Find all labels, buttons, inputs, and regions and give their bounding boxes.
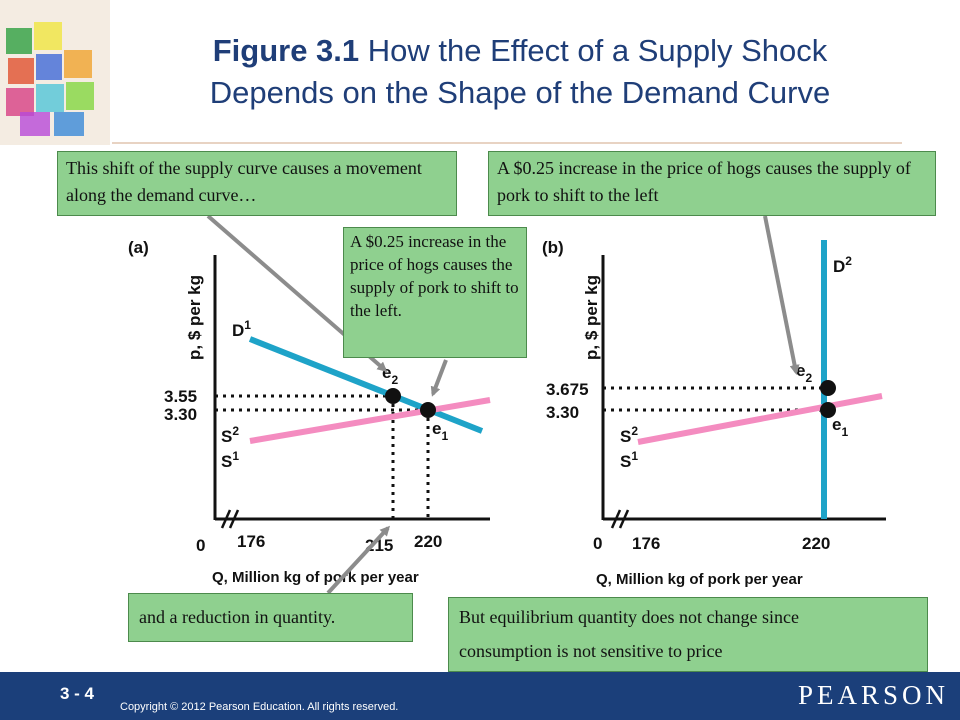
panel-b-xlabel: Q, Million kg of pork per year	[596, 571, 803, 588]
panel-a-e2-label: e2	[382, 363, 398, 387]
callout-bottom-right-line1: But equilibrium quantity does not change…	[459, 607, 799, 627]
panel-a-demand-curve	[248, 336, 484, 434]
colored-cubes-image	[0, 0, 110, 145]
panel-b-ytick-3675: 3.675	[546, 380, 589, 399]
panel-a-origin: 0	[196, 536, 205, 555]
panel-a-e2-point	[385, 388, 401, 404]
title-line1: How the Effect of a Supply Shock	[359, 33, 828, 68]
panel-b-e2-point	[820, 380, 836, 396]
panel-a-xlabel: Q, Million kg of pork per year	[212, 569, 419, 586]
supply-shock-diagram: (a) p, $ per kg D1 S2 S1 e2 e1 3.55 3.30…	[128, 214, 886, 595]
callout-middle: A $0.25 increase in the price of hogs ca…	[343, 227, 527, 358]
panel-a-xtick-220: 220	[414, 532, 442, 551]
panel-a-s2-label: S2	[221, 424, 239, 446]
callout-top-right-text: A $0.25 increase in the price of hogs ca…	[497, 158, 911, 205]
panel-b-e2-label: e2	[796, 361, 812, 385]
panel-b-s2-label: S2	[620, 424, 638, 446]
title-divider	[112, 142, 902, 144]
callout-bottom-right: But equilibrium quantity does not change…	[448, 597, 928, 672]
panel-a-e1-point	[420, 402, 436, 418]
panel-b-ytick-330: 3.30	[546, 403, 579, 422]
footer-bar: 3 - 4 Copyright © 2012 Pearson Education…	[0, 672, 960, 720]
callout-bottom-left-text: and a reduction in quantity.	[139, 607, 336, 627]
panel-a-xtick-176: 176	[237, 532, 265, 551]
panel-b-label: (b)	[542, 238, 564, 257]
arrow-top-right	[763, 215, 800, 375]
panel-a-label: (a)	[128, 238, 149, 257]
callout-bottom-left: and a reduction in quantity.	[128, 593, 413, 642]
panel-b-supply-curve	[637, 393, 883, 445]
page-title: Figure 3.1 How the Effect of a Supply Sh…	[120, 30, 920, 114]
panel-b-axis-break-2	[618, 509, 630, 529]
panel-b-demand-label: D2	[833, 254, 852, 276]
panel-a-ytick-355: 3.55	[164, 387, 197, 406]
title-line2: Depends on the Shape of the Demand Curve	[209, 75, 831, 110]
panel-a-s1-label: S1	[221, 449, 239, 471]
panel-a-ytick-330: 3.30	[164, 405, 197, 424]
figure-number: Figure 3.1	[212, 33, 360, 68]
panel-a-axis-break-2	[228, 509, 240, 529]
panel-a-supply-curve	[249, 397, 491, 444]
panel-b-s1-label: S1	[620, 449, 638, 471]
callout-top-right: A $0.25 increase in the price of hogs ca…	[488, 151, 936, 216]
panel-a-e1-label: e1	[432, 419, 448, 443]
panel-b-e1-point	[820, 402, 836, 418]
panel-b-axis-break	[610, 509, 622, 529]
panel-a-demand-label: D1	[232, 318, 251, 340]
panel-b-xtick-220: 220	[802, 534, 830, 553]
panel-a-axis-break	[220, 509, 232, 529]
callout-top-left: This shift of the supply curve causes a …	[57, 151, 457, 216]
panel-b-e1-label: e1	[832, 415, 848, 439]
panel-a-xtick-215: 215	[365, 536, 393, 555]
page-number: 3 - 4	[60, 684, 95, 703]
panel-b-xtick-176: 176	[632, 534, 660, 553]
pearson-logo: PEARSON	[798, 680, 950, 710]
copyright-text: Copyright © 2012 Pearson Education. All …	[120, 701, 399, 713]
callout-bottom-right-line2: consumption is not sensitive to price	[459, 641, 723, 661]
callout-middle-text: A $0.25 increase in the price of hogs ca…	[350, 232, 519, 320]
panel-a-ylabel: p, $ per kg	[185, 275, 204, 360]
arrow-middle	[430, 359, 448, 397]
panel-b-ylabel: p, $ per kg	[582, 275, 601, 360]
callout-top-left-text: This shift of the supply curve causes a …	[66, 158, 422, 205]
arrow-bottom-left	[326, 525, 391, 595]
panel-b-origin: 0	[593, 534, 602, 553]
